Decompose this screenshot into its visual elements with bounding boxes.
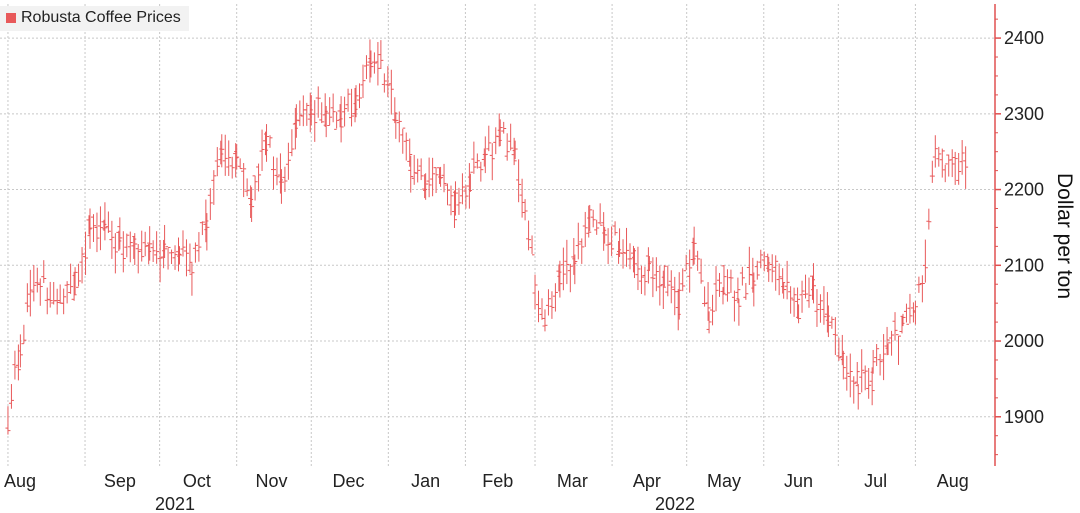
x-tick-label: Jan xyxy=(411,471,440,491)
x-year-label: 2022 xyxy=(655,494,695,513)
x-tick-label: Aug xyxy=(937,471,969,491)
x-tick-label: May xyxy=(707,471,741,491)
price-bars xyxy=(5,39,969,435)
y-axis-title: Dollar per ton xyxy=(1053,173,1076,299)
x-tick-label: Nov xyxy=(255,471,287,491)
legend-label: Robusta Coffee Prices xyxy=(21,9,181,26)
legend: Robusta Coffee Prices xyxy=(0,6,189,31)
y-tick-label: 2300 xyxy=(1004,104,1044,124)
y-tick-label: 1900 xyxy=(1004,407,1044,427)
legend-swatch xyxy=(6,13,16,23)
x-tick-label: Dec xyxy=(333,471,365,491)
x-year-label: 2021 xyxy=(155,494,195,513)
y-tick-label: 2400 xyxy=(1004,28,1044,48)
y-tick-label: 2000 xyxy=(1004,331,1044,351)
x-tick-label: Jun xyxy=(784,471,813,491)
x-tick-label: Feb xyxy=(482,471,513,491)
x-tick-label: Apr xyxy=(633,471,661,491)
x-tick-label: Sep xyxy=(104,471,136,491)
x-tick-label: Oct xyxy=(183,471,211,491)
y-tick-label: 2200 xyxy=(1004,180,1044,200)
x-tick-label: Aug xyxy=(4,471,36,491)
x-tick-label: Jul xyxy=(864,471,887,491)
y-tick-label: 2100 xyxy=(1004,255,1044,275)
x-tick-label: Mar xyxy=(557,471,588,491)
